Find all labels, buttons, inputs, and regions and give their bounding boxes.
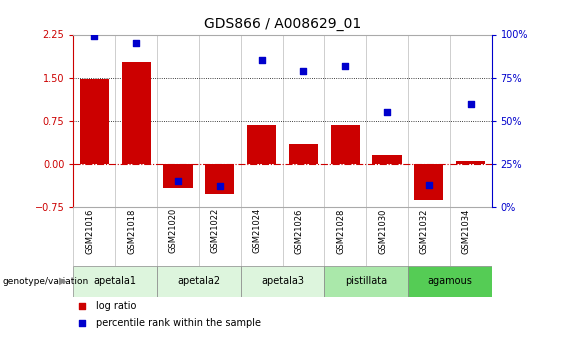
Text: GSM21030: GSM21030 (378, 208, 387, 254)
Text: GSM21020: GSM21020 (169, 208, 178, 254)
Text: log ratio: log ratio (97, 302, 137, 311)
Point (173, 178, 182, 184)
Text: agamous: agamous (427, 276, 472, 286)
Bar (247, 125, 276, 164)
Text: apetala3: apetala3 (261, 276, 304, 286)
Text: percentile rank within the sample: percentile rank within the sample (97, 318, 262, 327)
Text: ▶: ▶ (59, 276, 67, 286)
Point (341, 63, 350, 68)
Point (466, 101, 475, 106)
Bar (121, 61, 151, 164)
Title: GDS866 / A008629_01: GDS866 / A008629_01 (204, 17, 361, 31)
Point (424, 182, 433, 187)
Bar (157, 266, 241, 297)
Text: GSM21018: GSM21018 (127, 208, 136, 254)
Bar (289, 144, 318, 164)
Text: GSM21022: GSM21022 (211, 208, 220, 254)
Text: GSM21026: GSM21026 (294, 208, 303, 254)
Text: genotype/variation: genotype/variation (3, 277, 89, 286)
Point (77, 304, 86, 309)
Text: GSM21032: GSM21032 (420, 208, 429, 254)
Point (257, 58, 266, 63)
Text: GSM21016: GSM21016 (85, 208, 94, 254)
Bar (205, 164, 234, 194)
Bar (331, 125, 360, 164)
Text: GSM21028: GSM21028 (336, 208, 345, 254)
Bar (324, 266, 408, 297)
Text: apetala1: apetala1 (94, 276, 137, 286)
Bar (372, 155, 402, 164)
Bar (241, 266, 324, 297)
Point (299, 68, 308, 73)
Point (77, 320, 86, 325)
Bar (414, 164, 444, 199)
Point (215, 184, 224, 189)
Text: GSM21024: GSM21024 (253, 208, 262, 254)
Text: apetala2: apetala2 (177, 276, 220, 286)
Bar (163, 164, 193, 188)
Text: GSM21034: GSM21034 (462, 208, 471, 254)
Point (132, 40, 141, 46)
Bar (73, 266, 157, 297)
Bar (408, 266, 492, 297)
Text: pistillata: pistillata (345, 276, 387, 286)
Point (90, 33, 99, 39)
Bar (456, 161, 485, 164)
Point (383, 109, 392, 115)
Bar (80, 79, 109, 164)
